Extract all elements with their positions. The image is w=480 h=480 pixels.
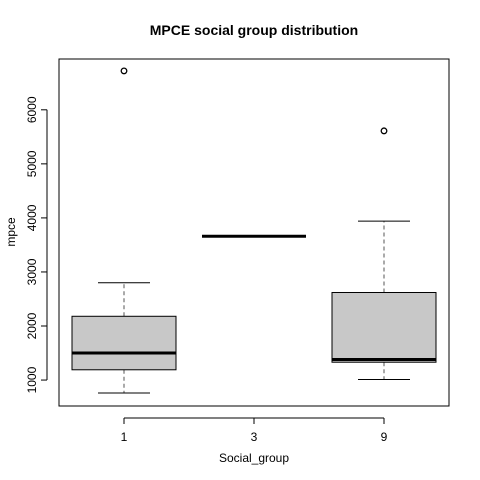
y-tick-label: 4000 xyxy=(25,204,39,231)
x-axis: 1 3 9 xyxy=(121,417,388,444)
box-iqr xyxy=(71,315,177,371)
box-9 xyxy=(331,127,437,381)
y-tick-label: 3000 xyxy=(25,258,39,285)
x-axis-label: Social_group xyxy=(219,451,289,465)
plot-frame xyxy=(58,58,450,407)
x-tick-label: 9 xyxy=(381,430,388,444)
boxes-group xyxy=(71,67,437,394)
x-tick-label: 1 xyxy=(121,430,128,444)
outlier-point xyxy=(380,127,388,135)
y-axis-label: mpce xyxy=(4,217,18,247)
outlier-point xyxy=(120,67,128,75)
x-tick-label: 3 xyxy=(251,430,258,444)
chart-title: MPCE social group distribution xyxy=(150,22,358,38)
y-tick-label: 1000 xyxy=(25,366,39,393)
y-tick-label: 6000 xyxy=(25,96,39,123)
box-iqr xyxy=(331,291,437,363)
y-tick-label: 2000 xyxy=(25,312,39,339)
y-tick-label: 5000 xyxy=(25,150,39,177)
box-1 xyxy=(71,67,177,394)
y-axis: 1000 2000 3000 4000 5000 6000 xyxy=(25,96,48,393)
